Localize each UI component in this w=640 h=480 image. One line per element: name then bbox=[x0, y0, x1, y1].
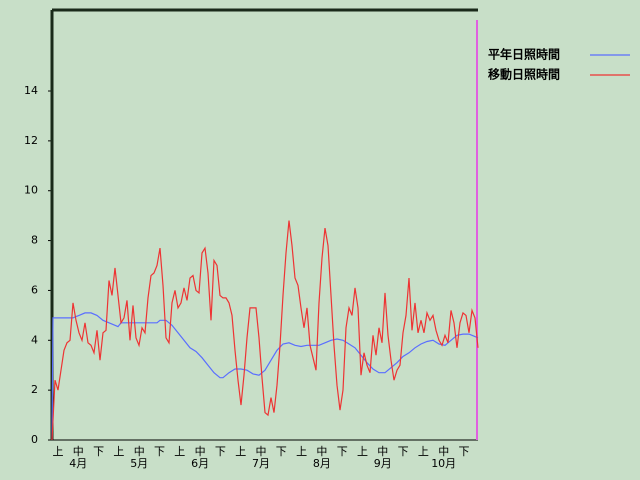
x-tick-label: 中 bbox=[195, 445, 206, 458]
x-tick-label: 上 bbox=[113, 445, 124, 458]
x-tick-label: 下 bbox=[337, 445, 348, 458]
x-tick-label: 上 bbox=[296, 445, 307, 458]
x-group-label: 4月 bbox=[69, 457, 87, 470]
x-tick-label: 上 bbox=[174, 445, 185, 458]
y-tick-label: 8 bbox=[31, 234, 38, 247]
x-tick-label: 中 bbox=[316, 445, 327, 458]
x-group-label: 5月 bbox=[130, 457, 148, 470]
x-tick-label: 下 bbox=[93, 445, 104, 458]
series-line bbox=[51, 312, 479, 441]
x-tick-label: 中 bbox=[438, 445, 449, 458]
x-tick-label: 上 bbox=[418, 445, 429, 458]
series-line bbox=[51, 220, 479, 441]
y-tick-label: 14 bbox=[24, 84, 38, 97]
x-group-label: 6月 bbox=[191, 457, 209, 470]
y-tick-label: 10 bbox=[24, 184, 38, 197]
legend-label: 平年日照時間 bbox=[488, 47, 560, 62]
x-group-label: 9月 bbox=[374, 457, 392, 470]
x-tick-label: 中 bbox=[134, 445, 145, 458]
x-group-label: 8月 bbox=[313, 457, 331, 470]
y-tick-label: 4 bbox=[31, 333, 38, 346]
x-tick-label: 中 bbox=[377, 445, 388, 458]
y-tick-label: 2 bbox=[31, 383, 38, 396]
y-tick-label: 6 bbox=[31, 283, 38, 296]
x-tick-label: 中 bbox=[73, 445, 84, 458]
x-tick-label: 下 bbox=[215, 445, 226, 458]
x-group-label: 10月 bbox=[431, 457, 456, 470]
legend-label: 移動日照時間 bbox=[488, 67, 560, 82]
x-tick-label: 上 bbox=[53, 445, 64, 458]
x-group-label: 7月 bbox=[252, 457, 270, 470]
x-tick-label: 上 bbox=[357, 445, 368, 458]
x-tick-label: 中 bbox=[256, 445, 267, 458]
x-tick-label: 下 bbox=[398, 445, 409, 458]
x-tick-label: 上 bbox=[235, 445, 246, 458]
x-tick-label: 下 bbox=[154, 445, 165, 458]
x-tick-label: 下 bbox=[276, 445, 287, 458]
y-tick-label: 0 bbox=[31, 433, 38, 446]
x-tick-label: 下 bbox=[459, 445, 470, 458]
y-tick-label: 12 bbox=[24, 134, 38, 147]
